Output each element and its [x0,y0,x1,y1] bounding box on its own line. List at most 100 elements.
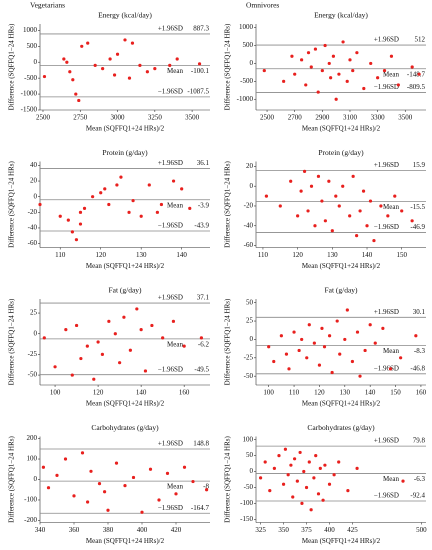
y-axis-label: Difference (SQFFQ1−24 HRs) [224,436,232,523]
point [306,51,311,55]
point [305,356,309,360]
point [320,326,324,331]
point [157,498,161,502]
point [148,467,153,471]
point [38,202,42,207]
point [92,377,96,381]
point [287,367,291,371]
x-tick-label: 150 [390,389,401,397]
reference-label: Mean [167,483,183,491]
point [320,68,324,73]
point [345,79,349,83]
point [279,334,283,338]
x-tick-label: 3100 [343,114,358,122]
point [62,57,66,61]
chart-title: Carbohydrates (g/day) [307,423,375,432]
point [334,97,338,101]
point [115,183,119,187]
chart-title: Protein (g/day) [102,148,148,157]
point [345,308,349,312]
point [100,352,105,357]
point [361,189,366,193]
x-tick-label: 140 [365,389,376,397]
reference-label: +1.96SD [374,36,399,44]
point [334,194,338,198]
point [150,323,154,328]
point [103,490,107,494]
point [291,495,295,499]
point [282,79,286,83]
point [108,57,112,61]
point [302,469,306,474]
point [145,70,149,74]
y-tick-label: -1500 [21,106,38,114]
x-axis-label: Mean (SQFFQ1+24 HRs)/2 [302,400,381,408]
point [312,476,316,480]
reference-value: 512 [415,36,426,44]
reference-value: 36.1 [197,159,210,167]
reference-value: -164.7 [191,504,210,512]
x-tick-label: 120 [95,251,106,259]
point [86,500,90,504]
x-axis-label: Mean (SQFFQ1+24 HRs)/2 [86,262,165,270]
reference-value: -6.3 [414,475,426,483]
point [65,60,69,64]
point [322,345,327,349]
point [68,70,72,74]
reference-value: -1087.5 [187,87,209,95]
point [296,214,300,218]
reference-value: 15.9 [413,161,426,169]
x-axis-label: Mean (SQFFQ1+24 HRs)/2 [86,125,165,133]
y-tick-label: 0 [250,59,254,67]
point [295,479,299,483]
reference-value: -46.8 [410,364,425,372]
point [112,73,117,77]
point [127,76,132,80]
y-tick-label: -150 [240,515,253,523]
point [372,238,376,243]
reference-label: Mean [167,340,183,348]
y-tick-label: 200 [27,434,38,442]
point [197,62,202,66]
point [153,66,157,71]
x-tick-label: 420 [171,526,182,534]
reference-value: -8 [203,483,209,491]
point [348,58,352,62]
y-tick-label: 25 [30,309,38,317]
y-tick-label: -50 [28,371,38,379]
point [159,202,164,207]
y-axis-label: Difference (SQFFQ1−24 HRs) [8,161,16,248]
x-tick-label: 140 [362,251,373,259]
reference-label: +1.96SD [158,159,183,167]
point [346,489,350,493]
point [182,465,187,469]
point [115,52,120,56]
point [78,210,83,214]
y-tick-label: 100 [243,435,254,443]
y-axis-label: Difference (SQFFQ1−24 HRs) [224,23,232,110]
point [317,363,322,367]
y-tick-label: -60 [28,239,38,247]
point [337,204,341,208]
point [330,370,334,375]
point [292,457,297,461]
y-axis-label: Difference (SQFFQ1−24 HRs) [8,23,16,110]
reference-value: 37.1 [197,294,210,302]
x-tick-label: 3300 [371,114,386,122]
point [316,492,321,496]
point [381,326,385,331]
point [348,214,352,218]
group-label: Vegetarians [30,1,65,10]
point [155,210,159,214]
point [355,466,359,470]
point [99,191,103,195]
point [165,471,170,475]
point [410,219,414,223]
point [263,460,267,464]
point [268,489,272,493]
reference-label: −1.96SD [158,87,183,95]
point [272,466,276,470]
point [93,63,97,68]
x-tick-label: 130 [327,251,338,259]
point [401,479,405,483]
